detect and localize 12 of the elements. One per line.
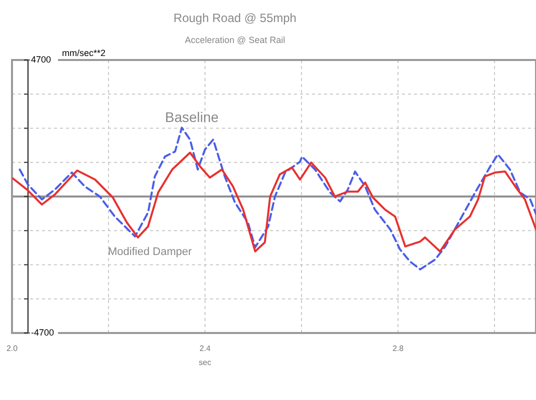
y-tick-label: 4700	[31, 54, 52, 64]
x-tick-label: 2.4	[199, 344, 212, 353]
x-tick-label: 2.0	[6, 344, 18, 353]
chart-title: Rough Road @ 55mph	[174, 11, 296, 25]
series-label: Modified Damper	[108, 246, 192, 258]
series-label: Baseline	[165, 109, 219, 125]
y-axis-title: mm/sec**2	[62, 48, 106, 58]
line-series	[18, 126, 536, 270]
x-axis-title: sec	[198, 358, 212, 367]
x-tick-label: 2.8	[392, 344, 404, 353]
y-tick-label: -4700	[31, 327, 54, 338]
chart-subtitle: Acceleration @ Seat Rail	[184, 35, 286, 45]
